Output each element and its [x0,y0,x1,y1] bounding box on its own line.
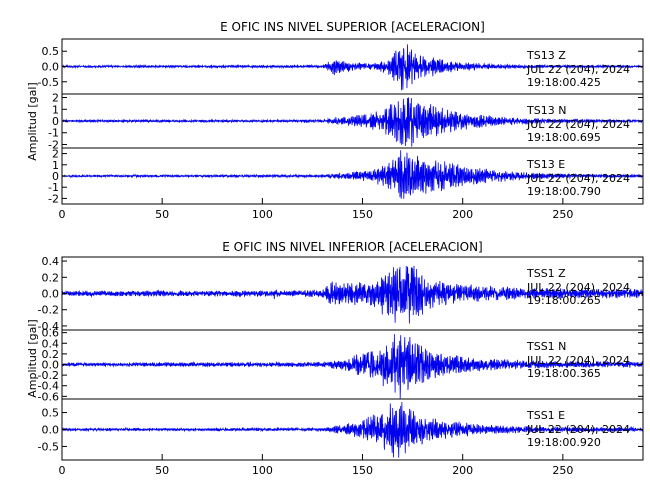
y-tick-label: 0 [52,170,59,183]
x-tick-label: 250 [552,208,573,221]
x-tick-label: 150 [352,464,373,477]
y-tick-label: 0 [52,115,59,128]
trace-station-label: TSS1 N [526,340,566,353]
waveform-trace [61,44,644,91]
y-axis-label: Amplitud [gal] [26,319,39,397]
y-tick-label: -1 [48,127,59,140]
y-tick-label: 0.4 [42,255,60,268]
trace-time-label: 19:18:00.920 [527,436,601,449]
trace-station-label: TS13 N [526,104,566,117]
y-tick-label: -1 [48,181,59,194]
chart-title: E OFIC INS NIVEL SUPERIOR [ACELERACION] [220,20,485,34]
x-tick-label: 150 [352,208,373,221]
trace-date-label: JUL 22 (204), 2024 [526,63,630,76]
y-axis-label: Amplitud [gal] [26,82,39,160]
y-tick-label: 0.4 [42,337,60,350]
x-tick-label: 0 [59,464,66,477]
trace-time-label: 19:18:00.265 [527,294,601,307]
x-tick-label: 100 [252,208,273,221]
y-tick-label: 1 [52,159,59,172]
trace-time-label: 19:18:00.425 [527,76,601,89]
y-tick-label: 1 [52,103,59,116]
x-tick-label: 50 [155,208,169,221]
y-tick-label: 0.0 [42,288,60,301]
y-tick-label: 0.2 [42,271,60,284]
y-tick-label: 2 [52,92,59,105]
chart-group-1: E OFIC INS NIVEL SUPERIOR [ACELERACION] A… [26,20,644,221]
waveform-trace [61,265,644,324]
waveform-trace [61,97,644,147]
y-tick-label: -0.2 [38,369,59,382]
y-tick-label: -0.4 [38,380,59,393]
waveform-trace [61,334,644,399]
x-tick-label: 200 [452,464,473,477]
y-tick-label: 0.5 [42,407,60,420]
y-tick-label: -2 [48,138,59,151]
x-tick-label: 200 [452,208,473,221]
trace-date-label: JUL 22 (204), 2024 [526,423,630,436]
y-tick-label: 2 [52,148,59,161]
x-tick-label: 0 [59,208,66,221]
trace-time-label: 19:18:00.695 [527,131,601,144]
y-tick-label: -0.5 [38,440,59,453]
y-tick-label: 0.2 [42,348,60,361]
x-tick-label: 250 [552,464,573,477]
chart-group-2: E OFIC INS NIVEL INFERIOR [ACELERACION] A… [26,240,644,477]
trace-station-label: TS13 E [526,158,565,171]
trace-time-label: 19:18:00.790 [527,185,601,198]
trace-date-label: JUL 22 (204), 2024 [526,118,630,131]
y-tick-label: -0.4 [38,320,59,333]
waveform-trace [61,150,644,199]
y-tick-label: -0.5 [38,76,59,89]
x-tick-label: 100 [252,464,273,477]
y-tick-label: -2 [48,192,59,205]
y-tick-label: 0.6 [42,327,60,340]
trace-station-label: TS13 Z [526,49,566,62]
trace-station-label: TSS1 Z [526,267,566,280]
chart-title: E OFIC INS NIVEL INFERIOR [ACELERACION] [222,240,482,254]
y-tick-label: 0.5 [42,45,60,58]
x-tick-label: 50 [155,464,169,477]
y-tick-label: 0.0 [42,61,60,74]
trace-date-label: JUL 22 (204), 2024 [526,354,630,367]
y-tick-label: -0.2 [38,304,59,317]
y-tick-label: -0.6 [38,390,59,403]
trace-time-label: 19:18:00.365 [527,367,601,380]
trace-date-label: JUL 22 (204), 2024 [526,172,630,185]
waveform-trace [61,401,644,458]
trace-date-label: JUL 22 (204), 2024 [526,281,630,294]
trace-station-label: TSS1 E [526,409,565,422]
y-tick-label: 0.0 [42,424,60,437]
y-tick-label: 0.0 [42,359,60,372]
